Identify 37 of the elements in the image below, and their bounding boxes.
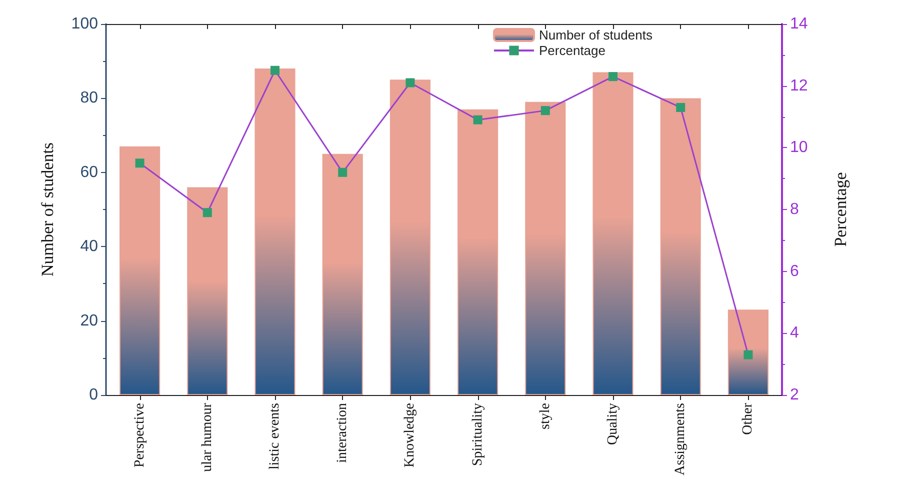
bar — [187, 187, 228, 395]
bar — [592, 72, 634, 395]
y2-tick-label: 12 — [790, 77, 808, 94]
y2-tick-label: 6 — [790, 262, 799, 280]
x-tick-label: listic events — [268, 403, 282, 470]
bar — [390, 80, 430, 395]
y2-tick-label: 4 — [790, 324, 799, 342]
legend-label: Percentage — [539, 43, 606, 58]
x-tick-label: Knowledge — [402, 403, 418, 468]
y2-tick-label: 10 — [790, 139, 808, 156]
legend-label: Number of students — [539, 28, 653, 42]
y-tick-label: 80 — [80, 90, 98, 107]
y2-tick-label: 8 — [790, 201, 799, 218]
bar — [525, 102, 566, 395]
y2-axis-title: Percentage — [831, 172, 850, 247]
x-tick-label: Perspective — [132, 403, 148, 468]
bar — [458, 109, 498, 395]
bar — [120, 146, 160, 395]
y-tick-label: 60 — [80, 164, 98, 181]
bar — [728, 310, 768, 395]
y-tick-label: 0 — [89, 386, 98, 404]
x-tick-label: Spirituality — [470, 403, 486, 466]
bar — [322, 154, 363, 395]
x-tick-label: style — [538, 403, 553, 430]
y-tick-label: 20 — [80, 312, 98, 330]
bar — [660, 98, 701, 395]
x-tick-label: interaction — [335, 403, 350, 463]
x-tick-label: ular humour — [200, 402, 215, 472]
x-tick-label: Other — [740, 402, 756, 435]
y2-tick-label: 14 — [790, 16, 808, 32]
y2-tick-label: 2 — [790, 386, 799, 404]
bar — [254, 68, 296, 395]
y-tick-label: 100 — [71, 16, 98, 32]
x-tick-label: Assignments — [673, 403, 688, 476]
y-tick-label: 40 — [80, 238, 98, 256]
y-axis-title: Number of students — [38, 142, 57, 277]
x-tick-label: Quality — [606, 403, 620, 445]
